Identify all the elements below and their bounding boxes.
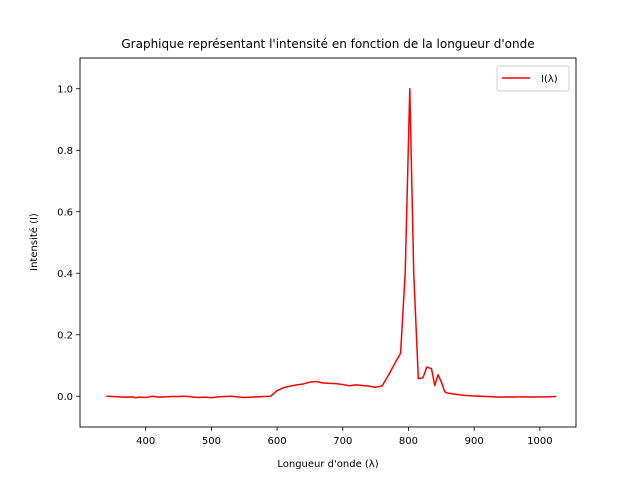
x-tick-label: 700 [333,436,352,447]
y-tick-label: 0.0 [57,392,73,403]
x-tick-label: 400 [136,436,155,447]
chart-title: Graphique représentant l'intensité en fo… [121,37,534,51]
x-axis-title: Longueur d'onde (λ) [277,459,378,470]
y-tick-label: 0.2 [57,330,73,341]
x-tick-label: 500 [202,436,221,447]
y-tick-label: 0.8 [57,146,73,157]
y-tick-label: 0.6 [57,207,73,218]
plot-frame [79,57,577,428]
series-line [106,88,557,399]
x-tick-label: 800 [399,436,418,447]
y-axis-title: Intensité (I) [28,213,40,271]
x-tick-label: 600 [268,436,287,447]
y-tick-label: 1.0 [57,84,73,95]
x-tick-label: 900 [465,436,484,447]
legend-label: I(λ) [541,74,558,85]
legend-box [496,65,570,92]
legend: I(λ) [496,65,570,92]
x-tick-label: 1000 [527,436,552,447]
y-tick-label: 0.4 [57,269,73,280]
